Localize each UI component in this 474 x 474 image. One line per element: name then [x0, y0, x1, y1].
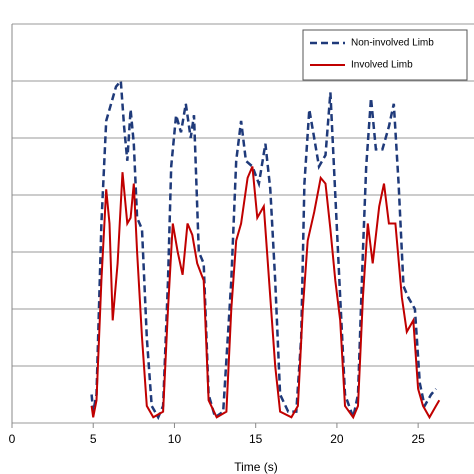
legend-box [302, 29, 468, 81]
x-tick-label: 20 [330, 432, 344, 446]
x-tick-label: 0 [9, 432, 16, 446]
legend-label: Non-involved Limb [351, 38, 434, 49]
data-line [90, 77, 437, 422]
legend-label: Involved Limb [351, 60, 413, 71]
x-tick-label: 10 [168, 432, 182, 446]
x-tick-label: 15 [249, 432, 263, 446]
x-tick-label: 25 [411, 432, 425, 446]
data-line [90, 166, 441, 420]
x-axis-label: Time (s) [234, 460, 278, 474]
x-tick-label: 5 [90, 432, 97, 446]
